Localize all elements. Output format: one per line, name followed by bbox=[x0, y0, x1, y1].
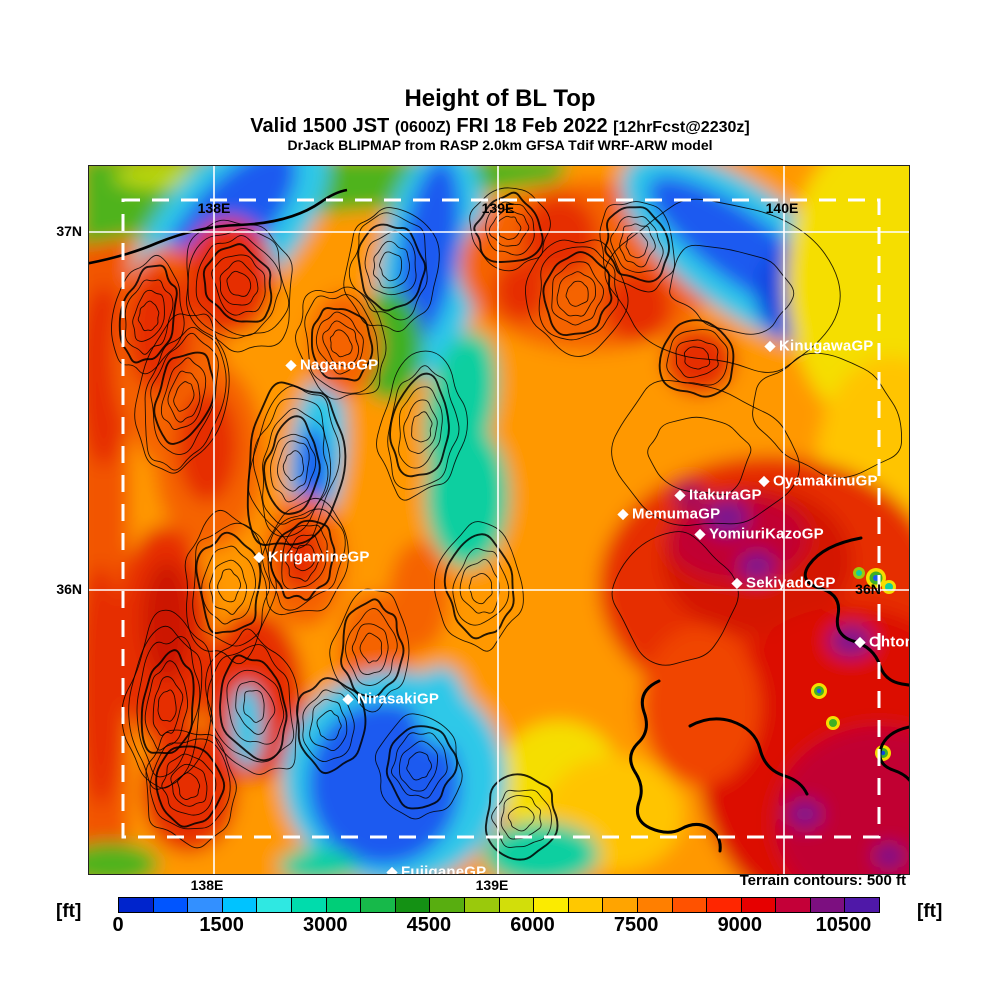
colorbar-segment bbox=[153, 898, 189, 912]
colorbar-segment bbox=[707, 898, 742, 912]
site-label: OyamakinuGP bbox=[773, 472, 878, 490]
lat-label-inside: 36N bbox=[855, 581, 881, 597]
site-label: NaganoGP bbox=[300, 356, 379, 374]
colorbar-tick-label: 7500 bbox=[613, 914, 659, 936]
colorbar-segment bbox=[464, 898, 500, 912]
valid-fcst: [12hrFcst@2230z] bbox=[613, 118, 750, 136]
colorbar-segment bbox=[222, 898, 258, 912]
colorbar-tick-label: 10500 bbox=[815, 914, 872, 936]
colorbar-segment bbox=[119, 898, 154, 912]
site-marker: YomiuriKazoGP bbox=[694, 525, 824, 543]
site-label: KinugawaGP bbox=[779, 337, 874, 355]
terrain-contours bbox=[111, 187, 903, 861]
colorbar-segment bbox=[568, 898, 604, 912]
lat-label-left: 36N bbox=[56, 581, 82, 597]
colorbar-segment bbox=[291, 898, 327, 912]
site-marker: OyamakinuGP bbox=[758, 472, 878, 490]
site-marker: MemumaGP bbox=[617, 505, 721, 523]
model-line: DrJack BLIPMAP from RASP 2.0km GFSA Tdif… bbox=[287, 137, 713, 154]
valid-zulu: (0600Z) bbox=[394, 118, 451, 136]
colorbar-tick-label: 9000 bbox=[717, 914, 763, 936]
page-title: Height of BL Top bbox=[404, 85, 596, 112]
site-marker: FujiganeGP bbox=[386, 863, 487, 875]
site-label: OhtoneGP bbox=[869, 633, 909, 651]
site-diamond-icon bbox=[253, 551, 265, 563]
colorbar-segment bbox=[741, 898, 777, 912]
lat-label-left: 37N bbox=[56, 223, 82, 239]
colorbar-tick-label: 4500 bbox=[406, 914, 452, 936]
colorbar-tick-label: 3000 bbox=[303, 914, 348, 936]
site-marker: SekiyadoGP bbox=[731, 574, 836, 592]
site-diamond-icon bbox=[854, 636, 866, 648]
colorbar-segment bbox=[499, 898, 535, 912]
site-label: FujiganeGP bbox=[401, 863, 487, 875]
colorbar-unit-right: [ft] bbox=[917, 901, 943, 922]
site-label: ItakuraGP bbox=[689, 486, 762, 504]
site-marker: ItakuraGP bbox=[674, 486, 762, 504]
colorbar-segment bbox=[534, 898, 569, 912]
site-diamond-icon bbox=[674, 489, 686, 501]
colorbar-segment bbox=[810, 898, 846, 912]
site-marker: NirasakiGP bbox=[342, 690, 440, 708]
site-diamond-icon bbox=[694, 528, 706, 540]
valid-date: FRI 18 Feb 2022 bbox=[456, 114, 608, 137]
colorbar-tick-label: 1500 bbox=[199, 914, 244, 936]
bl-top-map: NaganoGP KinugawaGP OyamakinuGP ItakuraGP Me… bbox=[88, 165, 910, 875]
site-marker: OhtoneGP bbox=[854, 633, 909, 651]
site-diamond-icon bbox=[758, 475, 770, 487]
colorbar-segment bbox=[637, 898, 673, 912]
colorbar-segment bbox=[326, 898, 362, 912]
lon-label-bottom: 138E bbox=[190, 877, 224, 893]
colorbar-segment bbox=[845, 898, 880, 912]
site-diamond-icon bbox=[764, 340, 776, 352]
lon-label-top: 140E bbox=[765, 200, 799, 216]
colorbar-ticks: 0 1500 3000 4500 6000 7500 9000 10500 bbox=[112, 914, 878, 940]
colorbar-segment bbox=[603, 898, 638, 912]
site-marker: KinugawaGP bbox=[764, 337, 874, 355]
site-diamond-icon bbox=[342, 693, 354, 705]
colorbar-segment bbox=[672, 898, 708, 912]
colorbar-segment bbox=[776, 898, 811, 912]
site-label: SekiyadoGP bbox=[746, 574, 836, 592]
colorbar-segment bbox=[257, 898, 292, 912]
site-label: NirasakiGP bbox=[357, 690, 440, 708]
colorbar-segment bbox=[188, 898, 223, 912]
site-diamond-icon bbox=[285, 359, 297, 371]
terrain-contours-note: Terrain contours: 500 ft bbox=[739, 872, 906, 889]
domain-boundary-dashed bbox=[121, 198, 881, 839]
colorbar bbox=[118, 897, 880, 913]
colorbar-segment bbox=[430, 898, 465, 912]
header: Height of BL Top Valid 1500 JST (0600Z) … bbox=[0, 85, 1000, 154]
site-label: KirigamineGP bbox=[268, 548, 370, 566]
colorbar-segment bbox=[361, 898, 396, 912]
valid-prefix: Valid 1500 JST bbox=[250, 114, 390, 137]
lon-label-top: 139E bbox=[481, 200, 515, 216]
colorbar-tick-label: 0 bbox=[112, 914, 124, 936]
map-raster bbox=[89, 166, 909, 874]
valid-time-line: Valid 1500 JST (0600Z) FRI 18 Feb 2022 [… bbox=[0, 115, 1000, 137]
colorbar-tick-label: 6000 bbox=[510, 914, 555, 936]
site-label: YomiuriKazoGP bbox=[709, 525, 824, 543]
site-marker: KirigamineGP bbox=[253, 548, 370, 566]
colorbar-unit-left: [ft] bbox=[56, 901, 82, 922]
colorbar-segment bbox=[395, 898, 431, 912]
graticule-lines bbox=[89, 166, 909, 874]
site-diamond-icon bbox=[617, 508, 629, 520]
lon-label-bottom: 139E bbox=[475, 877, 509, 893]
site-marker: NaganoGP bbox=[285, 356, 379, 374]
site-label: MemumaGP bbox=[632, 505, 721, 523]
site-diamond-icon bbox=[731, 577, 743, 589]
site-diamond-icon bbox=[386, 866, 398, 874]
lon-label-top: 138E bbox=[197, 200, 231, 216]
